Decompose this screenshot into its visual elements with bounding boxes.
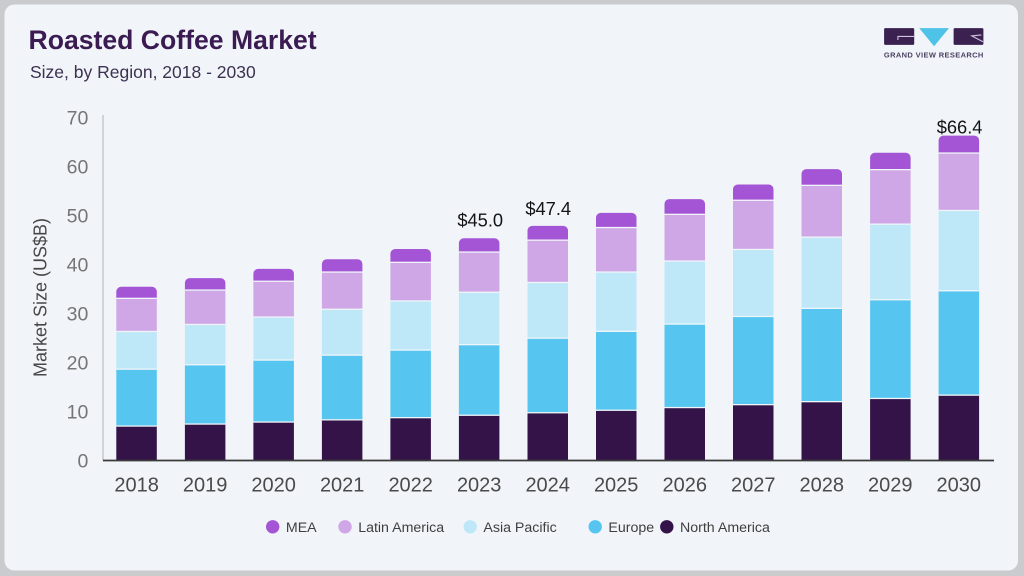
svg-text:$47.4: $47.4 (525, 198, 571, 219)
svg-text:70: 70 (67, 108, 89, 130)
svg-text:60: 60 (67, 157, 89, 179)
svg-text:2025: 2025 (594, 474, 639, 496)
svg-text:Roasted Coffee Market: Roasted Coffee Market (29, 25, 317, 55)
svg-text:50: 50 (67, 206, 89, 228)
svg-text:2030: 2030 (937, 474, 982, 496)
svg-text:$66.4: $66.4 (937, 117, 983, 138)
svg-text:MEA: MEA (286, 520, 317, 536)
svg-text:Asia Pacific: Asia Pacific (483, 520, 556, 536)
svg-text:2020: 2020 (251, 474, 296, 496)
svg-text:40: 40 (67, 255, 89, 277)
svg-text:Europe: Europe (608, 520, 654, 536)
svg-text:Market Size (US$B): Market Size (US$B) (31, 218, 51, 377)
svg-text:10: 10 (67, 402, 89, 424)
svg-text:20: 20 (67, 353, 89, 375)
svg-text:2024: 2024 (525, 474, 570, 496)
svg-text:2029: 2029 (868, 474, 913, 496)
svg-text:2023: 2023 (457, 474, 502, 496)
svg-text:30: 30 (67, 304, 89, 326)
svg-text:0: 0 (77, 451, 88, 473)
svg-text:Size, by Region, 2018 - 2030: Size, by Region, 2018 - 2030 (30, 62, 256, 82)
svg-text:2027: 2027 (731, 474, 776, 496)
svg-text:2019: 2019 (183, 474, 228, 496)
svg-text:Latin America: Latin America (358, 520, 444, 536)
svg-text:2028: 2028 (800, 474, 845, 496)
svg-text:GRAND VIEW RESEARCH: GRAND VIEW RESEARCH (884, 50, 984, 59)
svg-text:2026: 2026 (663, 474, 708, 496)
svg-text:2022: 2022 (388, 474, 433, 496)
svg-text:2018: 2018 (114, 474, 159, 496)
svg-text:North America: North America (680, 520, 770, 536)
svg-text:$45.0: $45.0 (457, 210, 503, 231)
svg-text:2021: 2021 (320, 474, 365, 496)
